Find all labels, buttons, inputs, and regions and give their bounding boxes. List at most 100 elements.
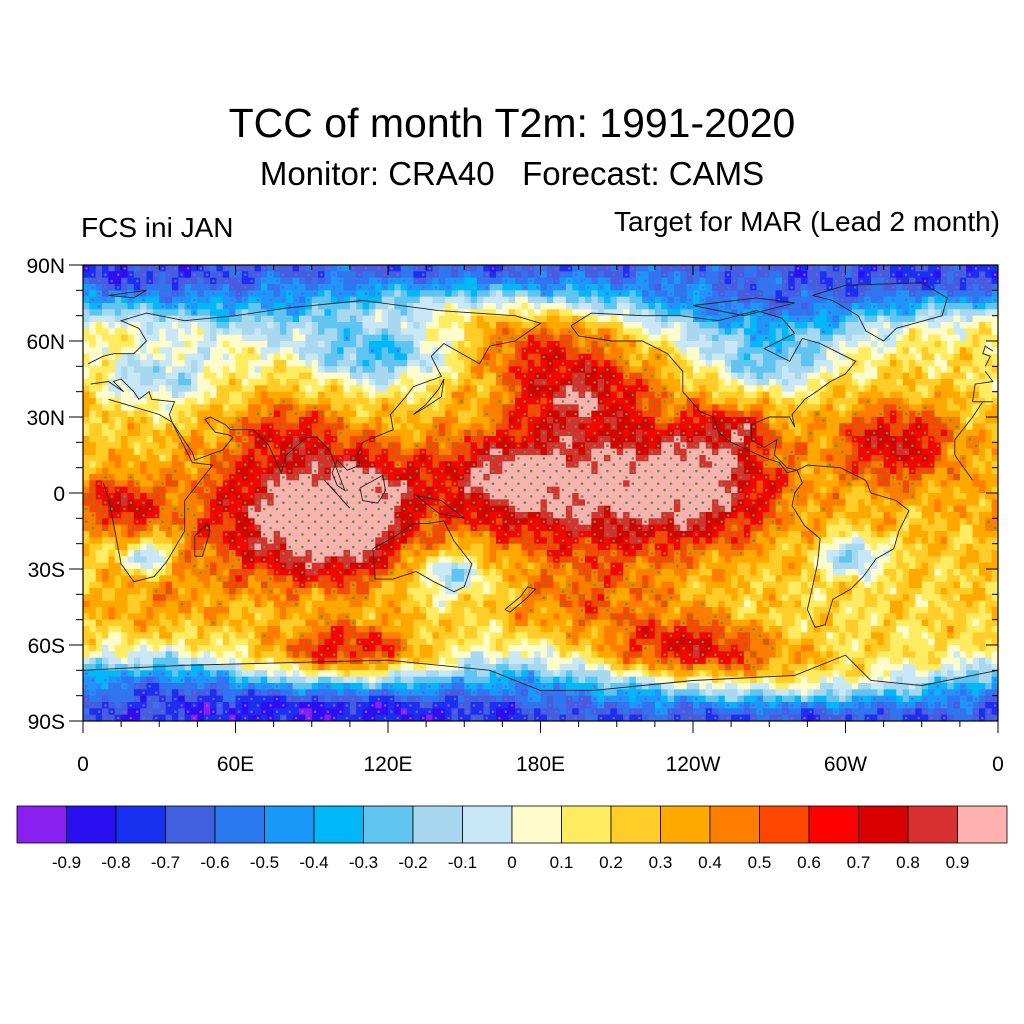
- heat-cell: [813, 442, 821, 450]
- heat-cell: [686, 353, 694, 361]
- heat-cell: [286, 334, 294, 342]
- heat-cell: [375, 391, 383, 399]
- heat-cell: [629, 423, 637, 431]
- heat-cell: [724, 347, 732, 355]
- heat-cell: [794, 271, 802, 279]
- heat-cell: [762, 410, 770, 418]
- heat-cell: [178, 423, 186, 431]
- heat-cell: [667, 372, 675, 380]
- heat-cell: [216, 404, 224, 412]
- heat-cell: [102, 303, 109, 310]
- heat-cell: [375, 322, 383, 329]
- heat-cell: [83, 328, 90, 336]
- heat-cell: [432, 347, 440, 355]
- heat-cell: [476, 334, 484, 342]
- heat-cell: [235, 334, 243, 342]
- heat-cell: [159, 391, 166, 399]
- heat-cell: [762, 303, 770, 310]
- heat-cell: [845, 461, 853, 469]
- heat-cell: [432, 379, 440, 386]
- heat-cell: [337, 423, 344, 431]
- heat-cell: [279, 360, 287, 367]
- heat-cell: [629, 448, 637, 456]
- heat-cell: [635, 429, 643, 437]
- heat-cell: [89, 290, 97, 298]
- heat-cell: [851, 315, 859, 323]
- heat-cell: [572, 315, 580, 323]
- heat-cell: [902, 303, 910, 310]
- heat-cell: [978, 461, 986, 469]
- heat-cell: [146, 385, 154, 393]
- heat-cell: [375, 353, 383, 361]
- heat-cell: [229, 334, 236, 342]
- heat-cell: [750, 398, 757, 405]
- heat-cell: [775, 303, 783, 310]
- heat-cell: [426, 461, 433, 469]
- heat-cell: [432, 353, 440, 361]
- heat-cell: [667, 322, 675, 329]
- heat-cell: [292, 442, 300, 450]
- heat-cell: [635, 417, 643, 424]
- heat-cell: [368, 417, 376, 424]
- heat-cell: [241, 372, 249, 380]
- heat-cell: [381, 353, 389, 361]
- heat-cell: [667, 341, 675, 348]
- heat-cell: [826, 303, 834, 310]
- heat-cell: [248, 391, 255, 399]
- heat-cell: [241, 385, 249, 393]
- heat-cell: [883, 315, 891, 323]
- heat-cell: [89, 385, 97, 393]
- heat-cell: [750, 366, 757, 374]
- heat-cell: [947, 436, 954, 443]
- heat-cell: [680, 391, 688, 399]
- heat-cell: [597, 277, 605, 285]
- heat-cell: [451, 474, 459, 481]
- heat-cell: [146, 309, 154, 317]
- heat-cell: [229, 347, 236, 355]
- heat-cell: [578, 436, 586, 443]
- heat-cell: [83, 372, 90, 380]
- heat-cell: [673, 455, 681, 462]
- heat-cell: [388, 474, 395, 481]
- heat-cell: [991, 277, 999, 285]
- heat-cell: [635, 360, 643, 367]
- heat-cell: [445, 341, 452, 348]
- heat-cell: [877, 265, 885, 272]
- heat-cell: [737, 429, 745, 437]
- heat-cell: [775, 385, 783, 393]
- heat-cell: [184, 417, 192, 424]
- heat-cell: [750, 315, 757, 323]
- heat-cell: [483, 385, 491, 393]
- heat-cell: [521, 379, 529, 386]
- heat-cell: [572, 455, 580, 462]
- heat-cell: [324, 322, 332, 329]
- heat-cell: [769, 385, 776, 393]
- heat-cell: [858, 423, 865, 431]
- heat-cell: [934, 372, 942, 380]
- heat-cell: [909, 296, 916, 304]
- heat-cell: [159, 398, 166, 405]
- heat-cell: [470, 372, 478, 380]
- heat-cell: [565, 372, 573, 380]
- chart-title: TCC of month T2m: 1991-2020: [228, 100, 796, 146]
- heat-cell: [292, 467, 300, 475]
- heat-cell: [464, 277, 471, 285]
- heat-cell: [254, 429, 262, 437]
- heat-cell: [203, 309, 211, 317]
- heat-cell: [826, 315, 834, 323]
- heat-cell: [559, 322, 567, 329]
- heat-cell: [381, 328, 389, 336]
- heat-cell: [947, 303, 954, 310]
- heat-cell: [851, 265, 859, 272]
- heat-cell: [991, 442, 999, 450]
- heat-cell: [127, 366, 135, 374]
- heat-cell: [991, 379, 999, 386]
- heat-cell: [362, 360, 370, 367]
- heat-cell: [216, 385, 224, 393]
- heat-cell: [203, 277, 211, 285]
- heat-cell: [260, 366, 268, 374]
- heat-cell: [540, 398, 548, 405]
- heat-cell: [146, 271, 154, 279]
- heat-cell: [724, 341, 732, 348]
- heat-cell: [146, 404, 154, 412]
